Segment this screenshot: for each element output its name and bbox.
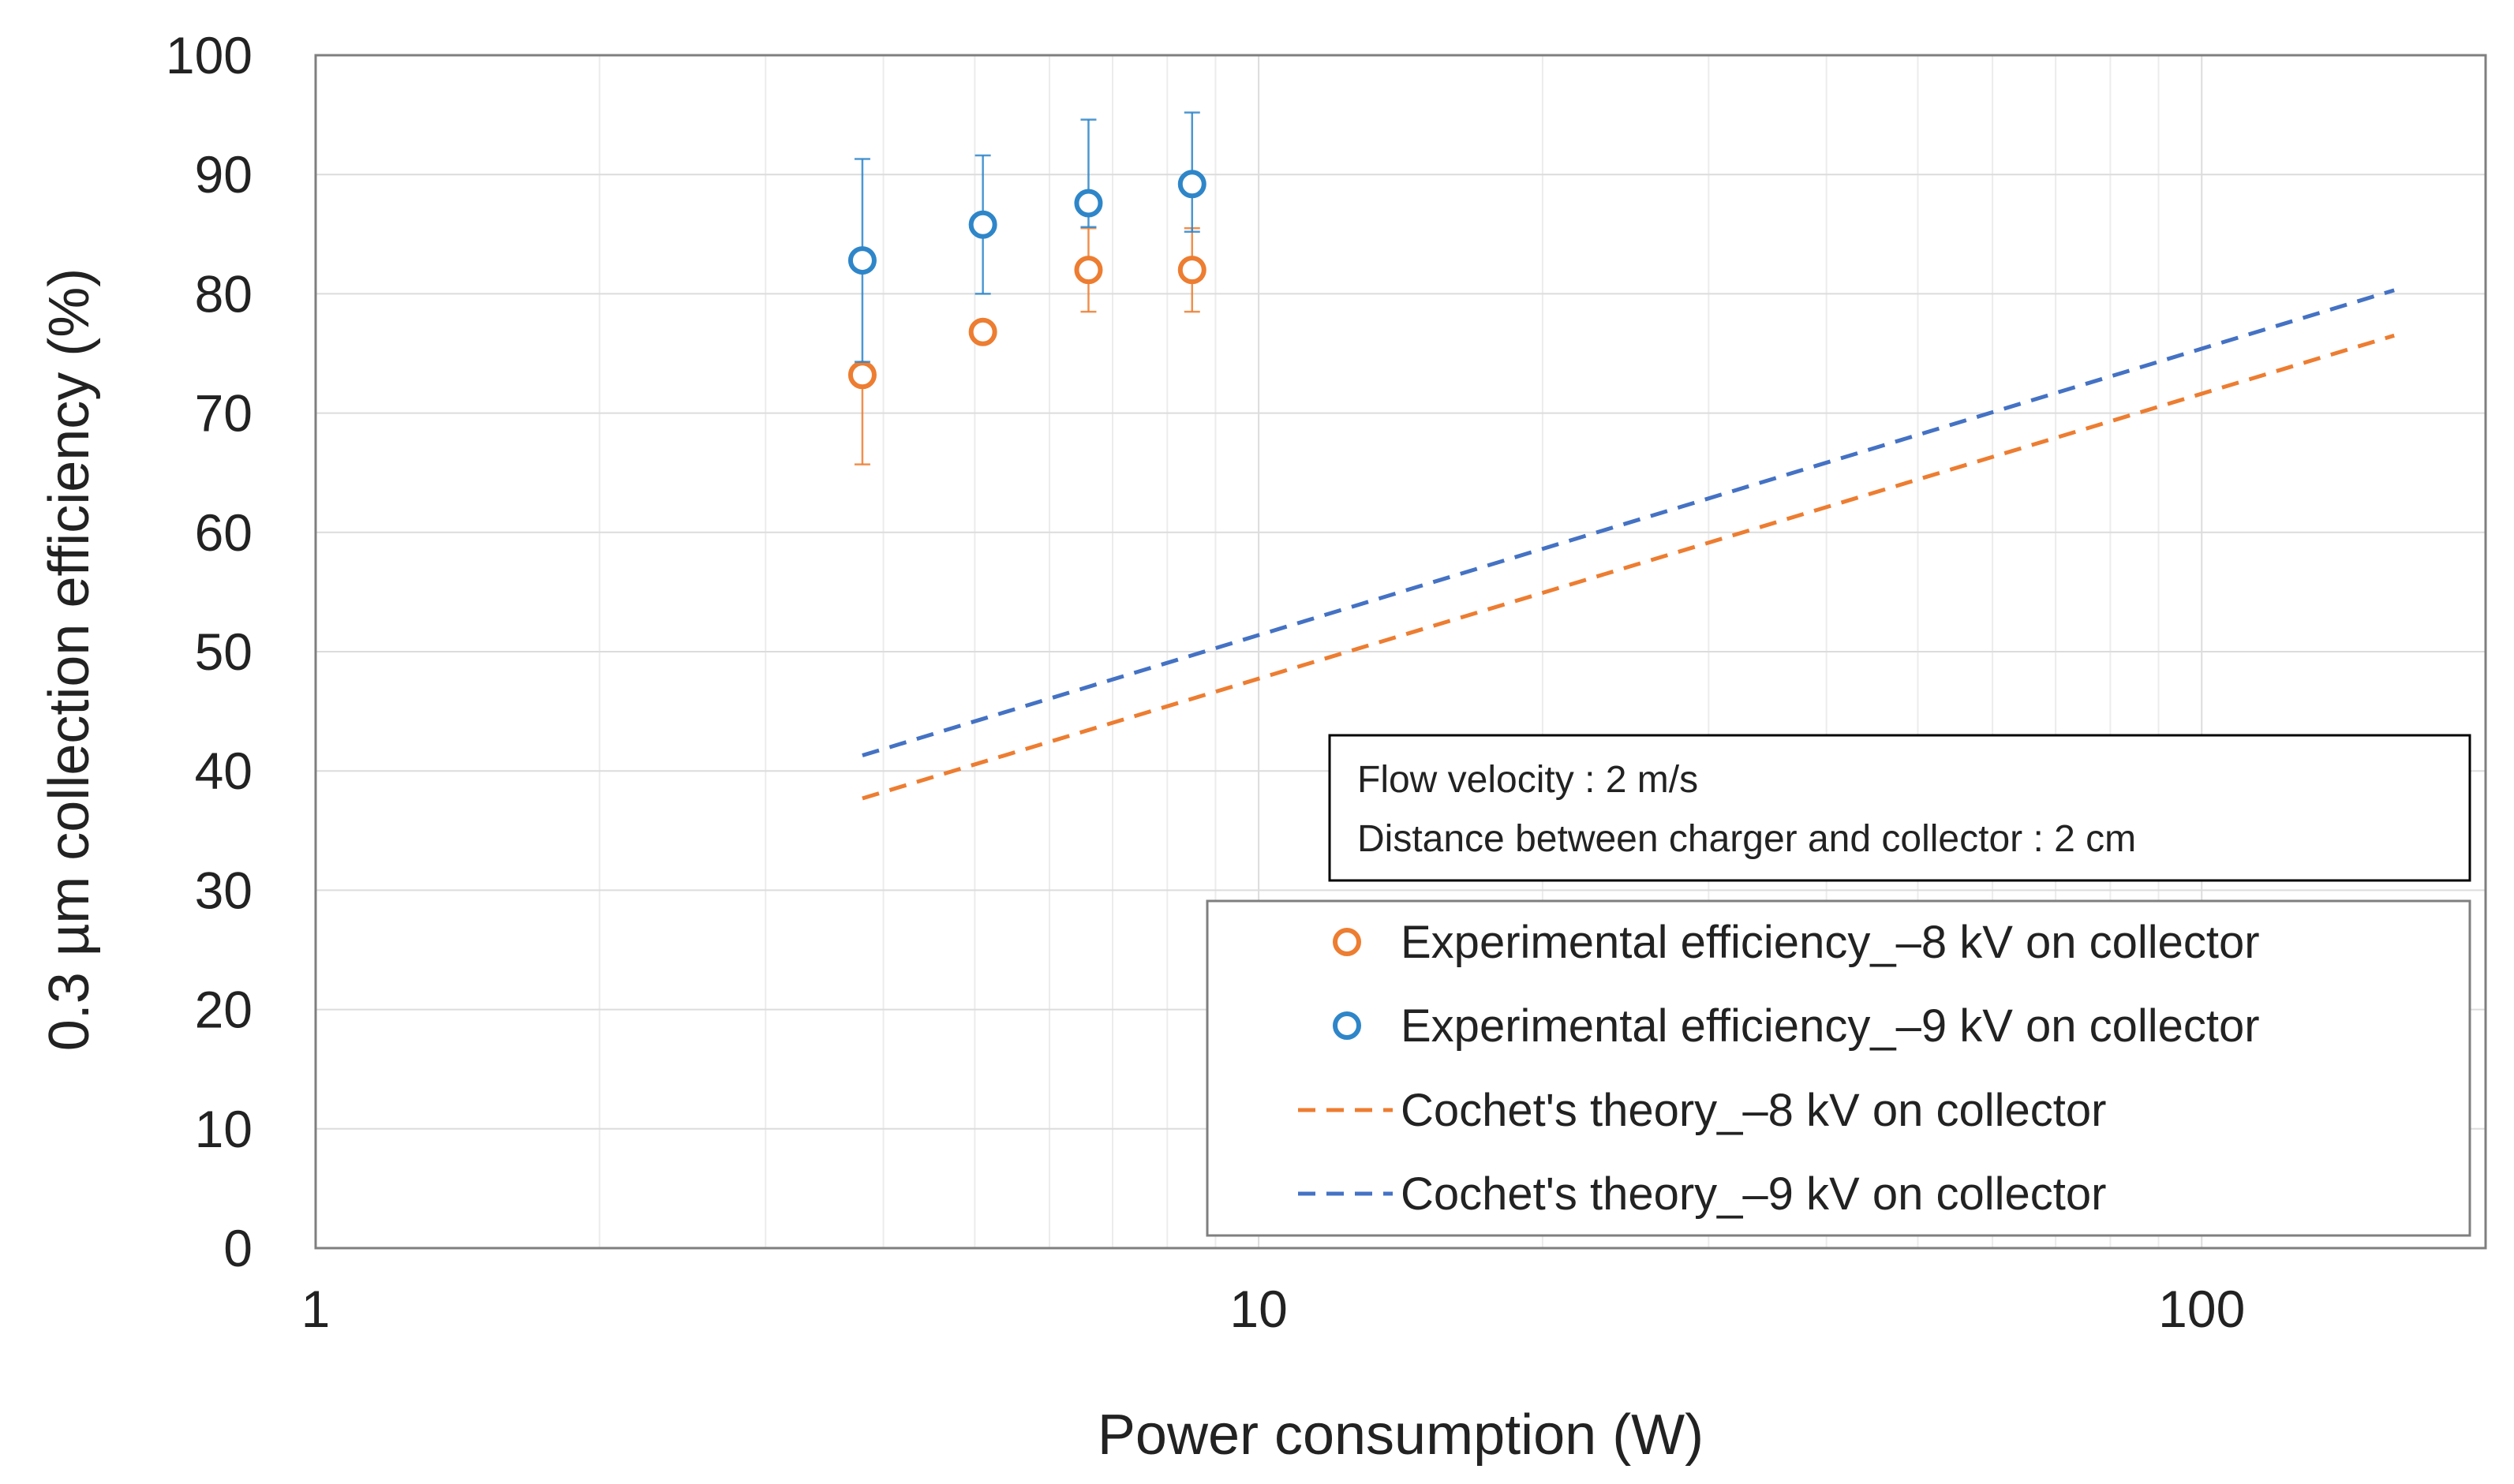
theory-line: [862, 288, 2395, 757]
legend-label: Experimental efficiency_–8 kV on collect…: [1401, 917, 2260, 968]
theory-line: [862, 333, 2395, 801]
legend-frame: [1206, 899, 2471, 1237]
legend-item-3: Cochet's theory_–8 kV on collector: [1298, 1085, 2106, 1136]
x-tick-label: 10: [1229, 1280, 1287, 1338]
legend-label: Cochet's theory_–9 kV on collector: [1401, 1168, 2106, 1220]
data-point: [1074, 189, 1103, 218]
annotation-flow-velocity: Flow velocity : 2 m/s: [1357, 759, 1698, 801]
series-4: [862, 288, 2395, 757]
annotation-charger-distance: Distance between charger and collector :…: [1357, 818, 2136, 860]
plot-area-frame: [314, 54, 2487, 1250]
y-axis-title: 0.3 µm collection efficiency (%): [38, 268, 101, 1052]
y-tick-label: 40: [195, 742, 253, 800]
legend-label: Experimental efficiency_–9 kV on collect…: [1401, 1000, 2260, 1052]
legend-item-1: Experimental efficiency_–8 kV on collect…: [1333, 917, 2260, 968]
x-tick-label: 100: [2158, 1280, 2245, 1338]
y-tick-label: 50: [195, 622, 253, 681]
y-tick-label: 100: [166, 26, 253, 84]
legend-items: Experimental efficiency_–8 kV on collect…: [1298, 917, 2260, 1220]
y-tick-label: 0: [223, 1219, 253, 1277]
data-point: [1177, 170, 1206, 199]
conditions-note-frame: [1328, 734, 2471, 882]
data-point: [847, 361, 877, 390]
legend-item-4: Cochet's theory_–9 kV on collector: [1298, 1168, 2106, 1220]
series-1: [847, 226, 1206, 465]
legend: Experimental efficiency_–8 kV on collect…: [1206, 899, 2471, 1237]
y-tick-label: 60: [195, 503, 253, 562]
legend-marker-swatch: [1333, 928, 1361, 956]
data-point: [968, 317, 997, 346]
x-axis-tick-labels: 1 10 100: [301, 1280, 2246, 1338]
series-layer: [847, 111, 2395, 801]
data-point: [1074, 256, 1103, 285]
y-tick-label: 90: [195, 145, 253, 204]
y-tick-label: 10: [195, 1100, 253, 1158]
y-tick-label: 80: [195, 264, 253, 323]
data-point: [847, 246, 877, 275]
y-tick-label: 70: [195, 384, 253, 443]
y-tick-label: 20: [195, 981, 253, 1039]
legend-marker-swatch: [1333, 1011, 1361, 1040]
x-tick-label: 1: [301, 1280, 331, 1338]
x-axis-title: Power consumption (W): [1098, 1404, 1704, 1467]
conditions-note-box: Flow velocity : 2 m/s Distance between c…: [1328, 734, 2471, 882]
y-axis-tick-labels: 0 10 20 30 40 50 60 70 80 90 100: [166, 26, 253, 1277]
series-3: [862, 333, 2395, 801]
series-2: [847, 111, 1206, 363]
data-point: [968, 210, 997, 239]
data-point: [1177, 256, 1206, 285]
legend-label: Cochet's theory_–8 kV on collector: [1401, 1085, 2106, 1136]
y-tick-label: 30: [195, 861, 253, 919]
legend-item-2: Experimental efficiency_–9 kV on collect…: [1333, 1000, 2260, 1052]
